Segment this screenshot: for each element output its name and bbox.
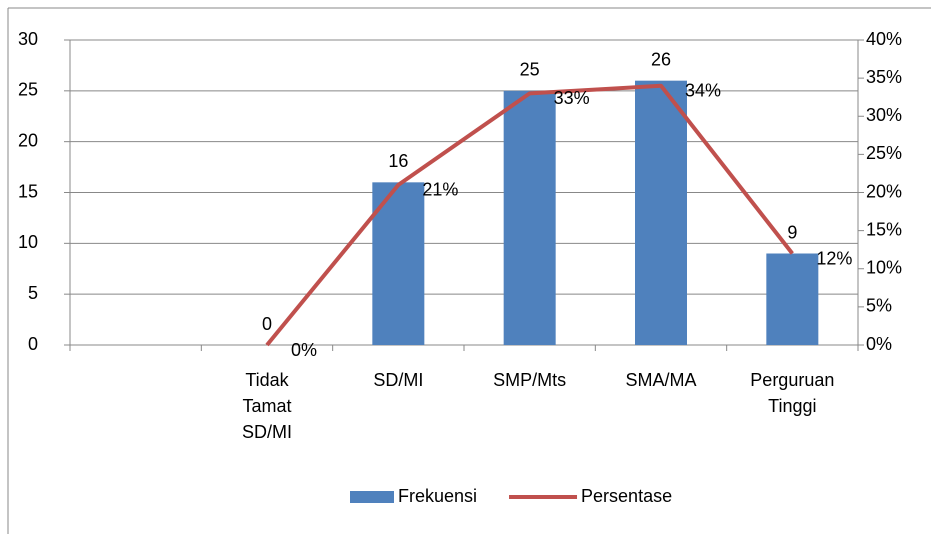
bar-label: 25 (520, 60, 540, 80)
y2-tick-label: 35% (866, 67, 902, 87)
y2-tick-label: 25% (866, 143, 902, 163)
y-tick-label: 25 (18, 80, 38, 100)
y2-tick-label: 30% (866, 105, 902, 125)
y-tick-label: 20 (18, 130, 38, 150)
y-tick-label: 0 (28, 334, 38, 354)
y2-tick-label: 0% (866, 334, 892, 354)
bar-label: 0 (262, 314, 272, 334)
y2-tick-label: 5% (866, 296, 892, 316)
line-label: 34% (685, 81, 721, 101)
x-tick-label: SMA/MA (625, 370, 697, 390)
x-tick-label: SD/MI (373, 370, 424, 390)
bar (503, 90, 556, 345)
bar-label: 9 (787, 222, 797, 242)
legend-label: Persentase (581, 486, 672, 506)
y2-tick-label: 10% (866, 258, 902, 278)
bar (766, 253, 819, 345)
line-label: 0% (291, 340, 317, 360)
y-tick-label: 10 (18, 232, 38, 252)
line-label: 12% (816, 248, 852, 268)
bar-label: 16 (388, 151, 408, 171)
line-label: 33% (554, 88, 590, 108)
bar (635, 80, 687, 346)
bar (372, 182, 425, 345)
y-tick-label: 30 (18, 29, 38, 49)
x-tick-label: SMP/Mts (493, 370, 567, 390)
x-tick-label: Perguruan Tinggi (750, 370, 835, 416)
line-label: 21% (422, 180, 458, 200)
y-tick-label: 5 (28, 283, 38, 303)
y2-tick-label: 40% (866, 29, 902, 49)
y2-tick-label: 20% (866, 181, 902, 201)
line (265, 83, 794, 347)
y-tick-label: 15 (18, 181, 38, 201)
bar-label: 26 (651, 49, 671, 69)
legend-swatch (350, 491, 394, 503)
legend-label: Frekuensi (398, 486, 477, 506)
x-tick-label: Tidak Tamat SD/MI (241, 370, 292, 442)
y2-tick-label: 15% (866, 219, 902, 239)
